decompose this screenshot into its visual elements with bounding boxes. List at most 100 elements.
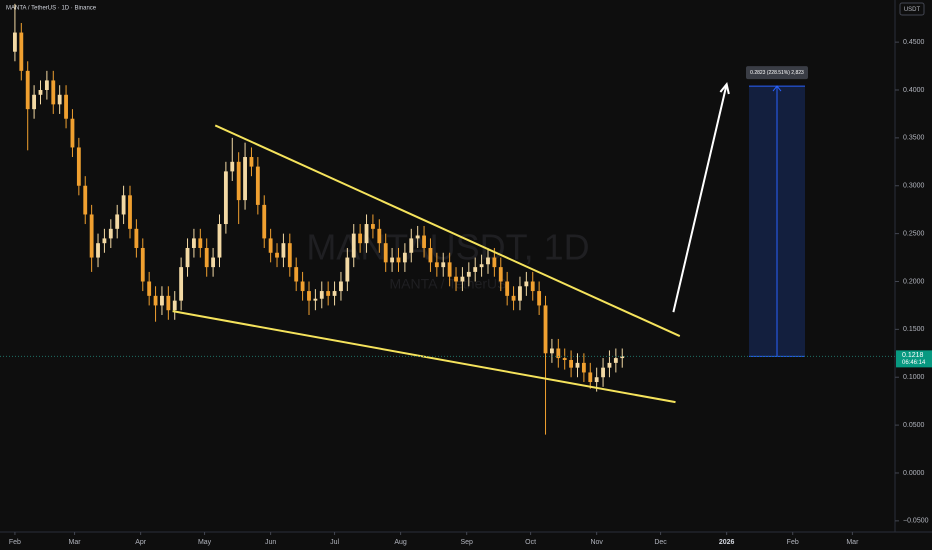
candle-body bbox=[102, 238, 107, 244]
candle-body bbox=[19, 32, 24, 71]
candle-body bbox=[313, 298, 318, 301]
candle-body bbox=[38, 90, 43, 95]
candle-body bbox=[319, 291, 324, 299]
candle-body bbox=[25, 70, 30, 110]
measure-label: 0.2823 (228.51%) 2,823 bbox=[750, 70, 804, 76]
y-tick-label: 0.1000 bbox=[903, 374, 925, 381]
x-tick-label: Nov bbox=[590, 539, 603, 546]
currency-box[interactable] bbox=[899, 2, 925, 16]
x-tick-label: Sep bbox=[460, 539, 473, 546]
candle-body bbox=[121, 195, 126, 215]
candle-body bbox=[179, 267, 184, 301]
candle-body bbox=[44, 80, 49, 90]
candle-body bbox=[422, 235, 426, 248]
candle-body bbox=[96, 243, 100, 258]
candle-body bbox=[51, 80, 56, 105]
candle-body bbox=[204, 247, 209, 268]
y-tick-label: 0.3000 bbox=[903, 183, 925, 190]
x-tick-label: Jun bbox=[265, 539, 276, 546]
candle-body bbox=[140, 247, 145, 282]
candle-body bbox=[447, 262, 452, 277]
x-tick-label: Mar bbox=[846, 539, 859, 546]
candle-body bbox=[613, 358, 618, 363]
candle-body bbox=[390, 257, 395, 263]
candle-body bbox=[147, 281, 152, 296]
x-tick-label: May bbox=[198, 539, 212, 546]
candle-body bbox=[511, 295, 516, 301]
candle-body bbox=[556, 348, 561, 359]
candle-body bbox=[57, 94, 62, 105]
candle-body bbox=[262, 204, 267, 239]
candle-body bbox=[345, 257, 350, 282]
x-tick-label: Mar bbox=[69, 539, 82, 546]
candle-body bbox=[70, 118, 75, 148]
watermark-sub: MANTA / TetherUS bbox=[390, 276, 507, 292]
candle-body bbox=[492, 257, 497, 268]
candle-body bbox=[108, 228, 113, 239]
last-price-label: 0.1218 bbox=[902, 352, 924, 359]
x-tick-label: 2026 bbox=[719, 539, 735, 546]
x-tick-label: Jul bbox=[330, 539, 339, 546]
countdown: 06:46:14 bbox=[902, 360, 926, 366]
candle-body bbox=[607, 362, 612, 368]
y-tick-label: 0.0500 bbox=[903, 422, 925, 429]
candle-body bbox=[466, 271, 471, 277]
candle-body bbox=[434, 262, 439, 268]
symbol-title: MANTA / TetherUS · 1D · Binance bbox=[6, 6, 97, 12]
candle-body bbox=[172, 300, 177, 311]
plot-area bbox=[12, 3, 625, 435]
y-tick-label: 0.4000 bbox=[903, 87, 925, 94]
candle-body bbox=[620, 356, 625, 359]
candle-body bbox=[115, 214, 120, 229]
candle-body bbox=[486, 257, 490, 265]
x-tick-label: Dec bbox=[654, 539, 667, 546]
candle-body bbox=[543, 305, 548, 354]
candle-body bbox=[358, 233, 363, 244]
candle-body bbox=[64, 94, 68, 119]
candle-body bbox=[473, 267, 478, 272]
candle-body bbox=[396, 257, 401, 263]
candle-body bbox=[415, 235, 420, 239]
candle-body bbox=[255, 166, 260, 205]
measure-arrow-head bbox=[772, 85, 782, 92]
candle-body bbox=[569, 360, 574, 368]
candle-body bbox=[89, 214, 94, 258]
x-tick-label: Apr bbox=[135, 539, 147, 546]
candle-body bbox=[249, 157, 254, 167]
candle-body bbox=[223, 171, 228, 225]
candle-body bbox=[166, 295, 171, 311]
y-tick-label: −0.0500 bbox=[903, 518, 929, 525]
trendline bbox=[214, 124, 681, 337]
candle-body bbox=[294, 267, 299, 282]
candle-body bbox=[505, 281, 510, 296]
last-price-tag bbox=[896, 350, 932, 368]
candle-body bbox=[128, 195, 132, 229]
candle-body bbox=[32, 94, 37, 110]
measure-label-box bbox=[746, 66, 808, 80]
candle-body bbox=[454, 276, 458, 282]
y-tick-label: 0.3500 bbox=[903, 135, 925, 142]
x-tick-label: Feb bbox=[787, 539, 799, 546]
candle-body bbox=[518, 286, 522, 301]
candle-body bbox=[402, 252, 407, 263]
candle-body bbox=[351, 233, 356, 258]
candle-body bbox=[409, 238, 414, 253]
candle-body bbox=[364, 224, 369, 244]
candle-body bbox=[83, 185, 88, 215]
candle-body bbox=[428, 247, 433, 263]
candle-body bbox=[230, 161, 235, 172]
candle-body bbox=[530, 281, 535, 292]
candle-body bbox=[370, 224, 375, 229]
candle-body bbox=[236, 161, 241, 201]
candle-body bbox=[300, 281, 305, 292]
candle-body bbox=[537, 291, 542, 306]
currency[interactable]: USDT bbox=[904, 7, 921, 13]
candle-body bbox=[191, 238, 196, 248]
candle-body bbox=[134, 228, 139, 248]
candle-body bbox=[460, 276, 465, 282]
candle-body bbox=[76, 147, 81, 186]
candle-body bbox=[498, 267, 503, 282]
candle-body bbox=[562, 358, 567, 360]
candle-body bbox=[601, 367, 605, 378]
